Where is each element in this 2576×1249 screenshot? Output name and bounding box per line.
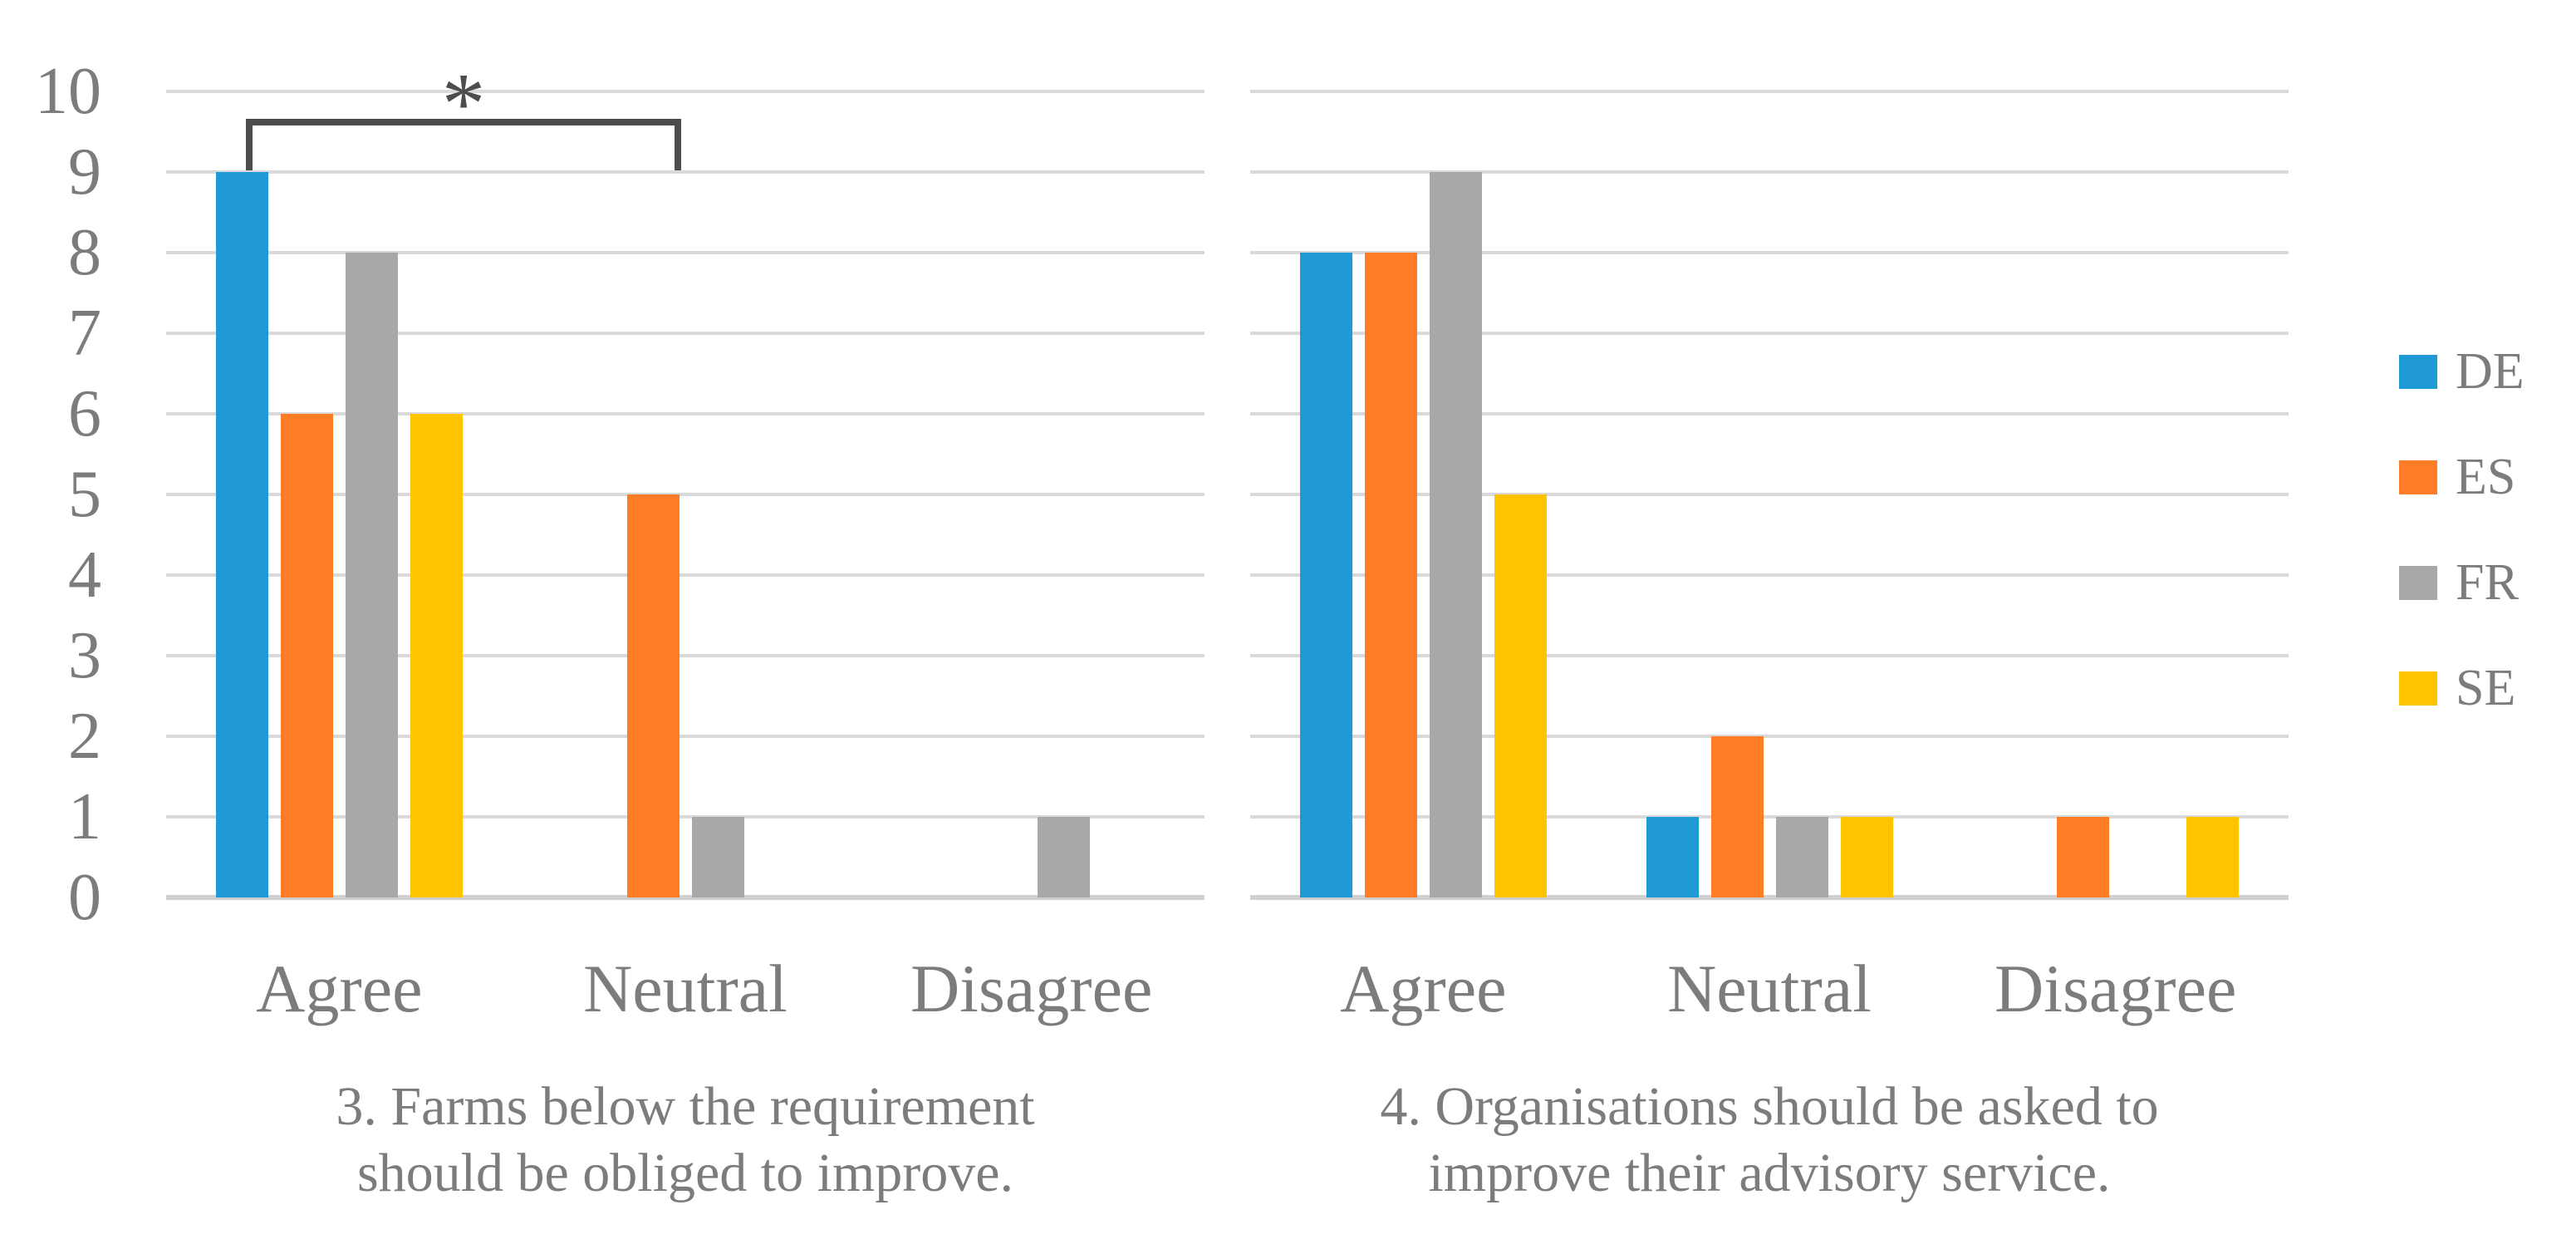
gridline [1250,573,2289,577]
gridline [166,654,1205,657]
x-axis-category-label: Agree [256,951,423,1026]
y-axis-tick-label: 0 [68,861,101,934]
legend-label: DE [2456,343,2524,400]
bar-groups [166,91,1205,897]
panel-left-caption: 3. Farms below the requirement should be… [166,1074,1205,1207]
bar-SE-agree [410,414,463,897]
gridline [1250,815,2289,819]
gridline [166,332,1205,335]
gridline [166,90,1205,93]
x-axis-category-label: Neutral [583,951,788,1026]
bar-DE-agree [1299,253,1352,897]
panel-right-plot-area [1250,90,2289,900]
bar-FR-agree [345,253,398,897]
y-axis-tick-label: 6 [68,377,101,450]
category-group-disagree [1942,91,2289,897]
category-group-neutral [513,91,859,897]
x-axis-labels-right: Agree Neutral Disagree [1250,947,2289,1030]
x-axis-line [1250,895,2289,900]
legend-swatch-icon [2399,565,2437,600]
x-axis-labels-left: Agree Neutral Disagree [166,947,1205,1030]
gridline [166,412,1205,416]
bar-FR-neutral [691,817,744,897]
y-axis-tick-label: 9 [68,135,101,209]
x-axis-category-label: Disagree [1994,951,2237,1026]
caption-line: should be obliged to improve. [356,1143,1014,1203]
legend-item-de: DE [2399,346,2524,397]
category-group-agree [166,91,513,897]
y-axis-tick-label: 8 [68,216,101,289]
caption-line: 3. Farms below the requirement [336,1076,1035,1137]
gridline [1250,654,2289,657]
y-axis-labels: 10 9 8 7 6 5 4 3 2 1 0 [0,55,101,934]
bar-FR-agree [1429,172,1482,897]
bar-SE-agree [1494,494,1547,897]
legend-item-fr: FR [2399,557,2524,608]
legend: DE ES FR SE [2399,346,2524,714]
panel-right-caption: 4. Organisations should be asked to impr… [1250,1074,2289,1207]
legend-swatch-icon [2399,460,2437,494]
y-axis-tick-label: 3 [68,619,101,692]
bar-groups [1250,91,2289,897]
bar-ES-neutral [1710,736,1764,897]
gridline [1250,251,2289,254]
bar-ES-agree [1364,253,1417,897]
bar-SE-neutral [1840,817,1893,897]
legend-label: SE [2456,660,2516,716]
gridline [166,573,1205,577]
gridline [1250,170,2289,174]
gridline [166,251,1205,254]
gridline [166,170,1205,174]
bar-FR-disagree [1038,817,1091,897]
gridline [1250,493,2289,496]
legend-item-es: ES [2399,451,2524,503]
x-axis-line [166,895,1205,900]
legend-item-se: SE [2399,662,2524,714]
gridline [1250,735,2289,738]
y-axis-tick-label: 10 [35,55,101,128]
y-axis-tick-label: 4 [68,538,101,612]
caption-line: improve their advisory service. [1428,1143,2111,1203]
x-axis-category-label: Agree [1340,951,1507,1026]
panel-left-plot-area [166,90,1205,900]
gridline [1250,90,2289,93]
bar-ES-disagree [2057,817,2110,897]
bar-DE-neutral [1646,817,1699,897]
bar-SE-disagree [2186,817,2240,897]
category-group-agree [1250,91,1597,897]
gridline [166,493,1205,496]
category-group-disagree [858,91,1205,897]
y-axis-tick-label: 5 [68,458,101,531]
bar-FR-neutral [1775,817,1828,897]
gridline [166,815,1205,819]
gridline [1250,412,2289,416]
caption-line: 4. Organisations should be asked to [1380,1076,2159,1137]
legend-swatch-icon [2399,354,2437,389]
gridline [166,735,1205,738]
y-axis-tick-label: 7 [68,297,101,370]
x-axis-category-label: Disagree [910,951,1153,1026]
gridline [1250,332,2289,335]
bar-DE-agree [215,172,268,897]
legend-label: ES [2456,449,2516,505]
bar-ES-neutral [626,494,680,897]
category-group-neutral [1597,91,1943,897]
bar-ES-agree [280,414,333,897]
significance-bracket [246,119,681,170]
y-axis-tick-label: 1 [68,780,101,853]
significance-asterisk: * [441,55,486,152]
y-axis-tick-label: 2 [68,700,101,773]
legend-label: FR [2456,554,2519,611]
x-axis-category-label: Neutral [1667,951,1872,1026]
legend-swatch-icon [2399,671,2437,706]
